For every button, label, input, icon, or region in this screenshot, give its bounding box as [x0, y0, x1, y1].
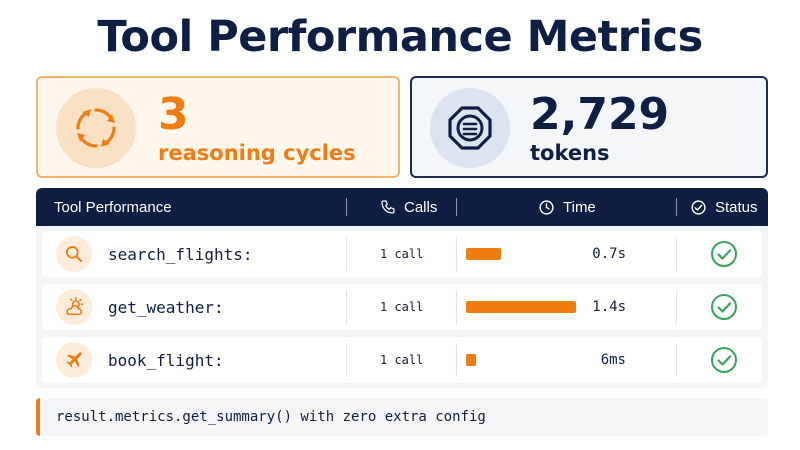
row-divider: [346, 343, 347, 377]
success-check-icon: [710, 240, 738, 268]
row-divider: [346, 237, 347, 271]
header-status: Status: [690, 188, 758, 226]
weather-icon: [56, 289, 92, 325]
time-bar: [466, 301, 576, 313]
code-summary-text: result.metrics.get_summary() with zero e…: [56, 409, 486, 425]
tokens-label: tokens: [530, 141, 610, 165]
row-divider: [676, 237, 677, 271]
tool-name: book_flight:: [108, 350, 224, 370]
header-divider: [676, 198, 677, 216]
tokens-card: 2,729 tokens: [410, 76, 768, 178]
row-divider: [456, 343, 457, 377]
tool-calls: 1 call: [380, 353, 424, 367]
reasoning-cycles-card: 3 reasoning cycles: [36, 76, 400, 178]
header-tool-performance: Tool Performance: [54, 198, 172, 216]
refresh-cycle-icon: [56, 88, 136, 168]
header-calls-label: Calls: [404, 198, 438, 216]
reasoning-cycles-value: 3: [158, 89, 189, 140]
tool-calls: 1 call: [380, 300, 424, 314]
row-divider: [676, 343, 677, 377]
table-header: Tool Performance Calls Time Status: [36, 188, 768, 226]
tool-time: 1.4s: [592, 299, 626, 315]
header-time: Time: [538, 188, 596, 226]
reasoning-cycles-label: reasoning cycles: [158, 141, 356, 165]
tool-time: 0.7s: [592, 246, 626, 262]
tool-performance-table: Tool Performance Calls Time Status searc…: [36, 188, 768, 388]
check-circle-icon: [691, 199, 706, 215]
row-divider: [456, 237, 457, 271]
search-icon: [56, 236, 92, 272]
row-divider: [346, 290, 347, 324]
header-calls: Calls: [380, 188, 437, 226]
row-divider: [676, 290, 677, 324]
row-divider: [456, 290, 457, 324]
table-row-book-flight: book_flight: 1 call 6ms: [42, 337, 762, 383]
clock-icon: [539, 199, 554, 215]
code-summary-box: result.metrics.get_summary() with zero e…: [36, 398, 768, 436]
header-time-label: Time: [563, 198, 596, 216]
success-check-icon: [710, 346, 738, 374]
header-divider: [456, 198, 457, 216]
tokens-value: 2,729: [530, 89, 670, 140]
table-row-get-weather: get_weather: 1 call 1.4s: [42, 284, 762, 330]
page-title: Tool Performance Metrics: [97, 12, 703, 62]
tool-calls: 1 call: [380, 247, 424, 261]
success-check-icon: [710, 293, 738, 321]
time-bar: [466, 248, 501, 260]
tool-name: get_weather:: [108, 297, 224, 317]
header-status-label: Status: [715, 198, 758, 216]
token-octagon-icon: [430, 88, 510, 168]
tool-time: 6ms: [600, 352, 626, 368]
phone-icon: [381, 200, 395, 214]
time-bar: [466, 354, 476, 366]
table-row-search-flights: search_flights: 1 call 0.7s: [42, 231, 762, 277]
airplane-icon: [56, 342, 92, 378]
tool-name: search_flights:: [108, 244, 253, 264]
header-divider: [346, 198, 347, 216]
